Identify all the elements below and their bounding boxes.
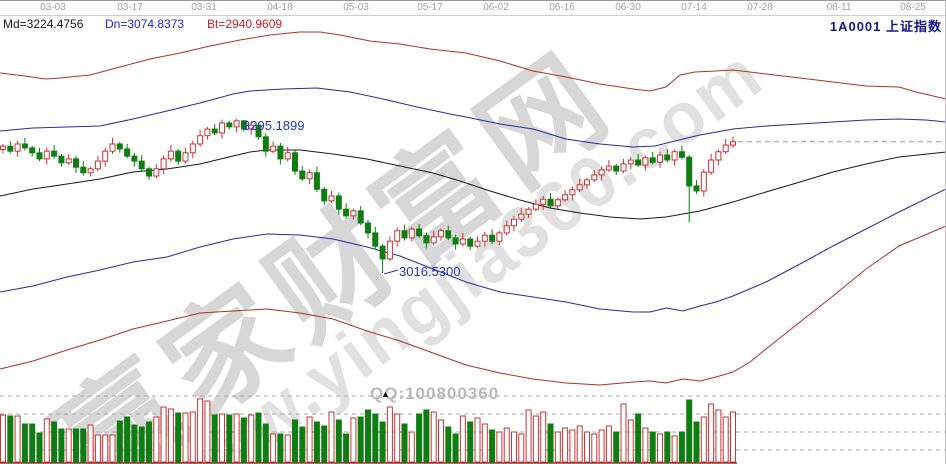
- bt-indicator-value: Bt=2940.9609: [207, 17, 283, 31]
- dn-indicator-value: Dn=3074.8373: [105, 17, 185, 31]
- md-indicator-value: Md=3224.4756: [3, 17, 84, 31]
- low-point-connector: [383, 269, 399, 275]
- date-tick: 03-03: [40, 2, 66, 13]
- date-tick: 06-30: [615, 2, 641, 13]
- candlestick-series: [0, 119, 736, 273]
- qq-contact-watermark: QQ:100800360: [370, 384, 500, 403]
- date-tick: 05-03: [343, 2, 369, 13]
- indicator-info-row: Md=3224.4756 Dn=3074.8373 Bt=2940.9609 1…: [0, 16, 945, 34]
- date-tick: 06-02: [483, 2, 509, 13]
- bollinger-bands: [0, 31, 945, 386]
- date-tick: 07-28: [747, 2, 773, 13]
- date-tick: 05-17: [417, 2, 443, 13]
- date-tick: 04-18: [267, 2, 293, 13]
- date-tick: 07-14: [681, 2, 707, 13]
- date-tick: 06-16: [549, 2, 575, 13]
- date-tick: 03-31: [191, 2, 217, 13]
- date-tick: 03-17: [117, 2, 143, 13]
- date-tick: 08-11: [826, 2, 852, 13]
- high-price-annotation: 3295.1899: [243, 118, 305, 133]
- low-price-annotation: 3016.5300: [399, 264, 461, 279]
- volume-series: [0, 398, 736, 463]
- triangle-marker-icon: ▲: [381, 389, 390, 399]
- date-tick: 08-25: [900, 2, 926, 13]
- date-axis-row: 03-03 03-17 03-31 04-18 05-03 05-17 06-02 06-16…: [0, 1, 945, 16]
- symbol-title: 1A0001 上证指数: [829, 19, 942, 34]
